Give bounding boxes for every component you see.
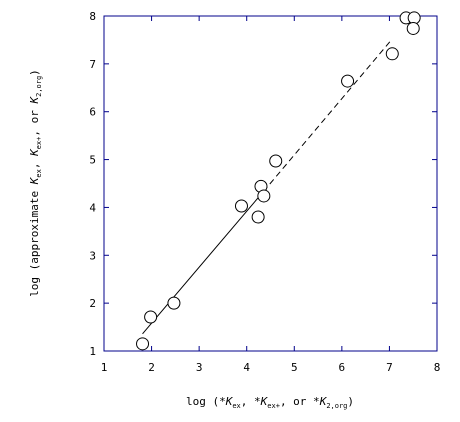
x-tick-label: 7 — [386, 361, 393, 374]
x-tick-label: 8 — [434, 361, 441, 374]
data-point — [251, 210, 265, 224]
x-tick-label: 2 — [148, 361, 155, 374]
y-tick-label: 8 — [89, 10, 96, 23]
data-point — [341, 74, 355, 88]
y-tick-label: 6 — [89, 106, 96, 119]
x-tick-label: 5 — [291, 361, 298, 374]
y-tick-label: 7 — [89, 58, 96, 71]
data-point — [257, 189, 271, 203]
x-tick-label: 1 — [101, 361, 108, 374]
y-tick-label: 1 — [89, 345, 96, 358]
data-point — [144, 310, 158, 324]
data-point — [385, 47, 399, 61]
x-axis-title: log (*Kex, *Kex+, or *K2,org) — [186, 395, 354, 410]
data-point — [269, 154, 283, 168]
x-tick-label: 3 — [196, 361, 203, 374]
data-point — [136, 337, 150, 351]
y-tick-label: 3 — [89, 249, 96, 262]
y-tick-label: 5 — [89, 154, 96, 167]
data-point — [234, 199, 248, 213]
axis-ticks: 1 2 3 4 5 6 7 8 1 2 3 4 5 6 7 8 — [89, 10, 440, 374]
y-tick-label: 4 — [89, 201, 96, 214]
y-tick-label: 2 — [89, 297, 96, 310]
dashed-fit-line — [262, 39, 393, 192]
plot-area — [103, 15, 438, 352]
x-tick-label: 4 — [243, 361, 250, 374]
data-point — [406, 21, 420, 35]
plot-frame — [103, 15, 438, 352]
data-points — [136, 11, 421, 351]
x-tick-label: 6 — [339, 361, 346, 374]
fit-lines — [142, 39, 393, 335]
data-point — [167, 296, 181, 310]
y-axis-title: log (approximate Kex, Kex+, or K2,org) — [28, 69, 43, 297]
solid-fit-line — [142, 191, 264, 335]
